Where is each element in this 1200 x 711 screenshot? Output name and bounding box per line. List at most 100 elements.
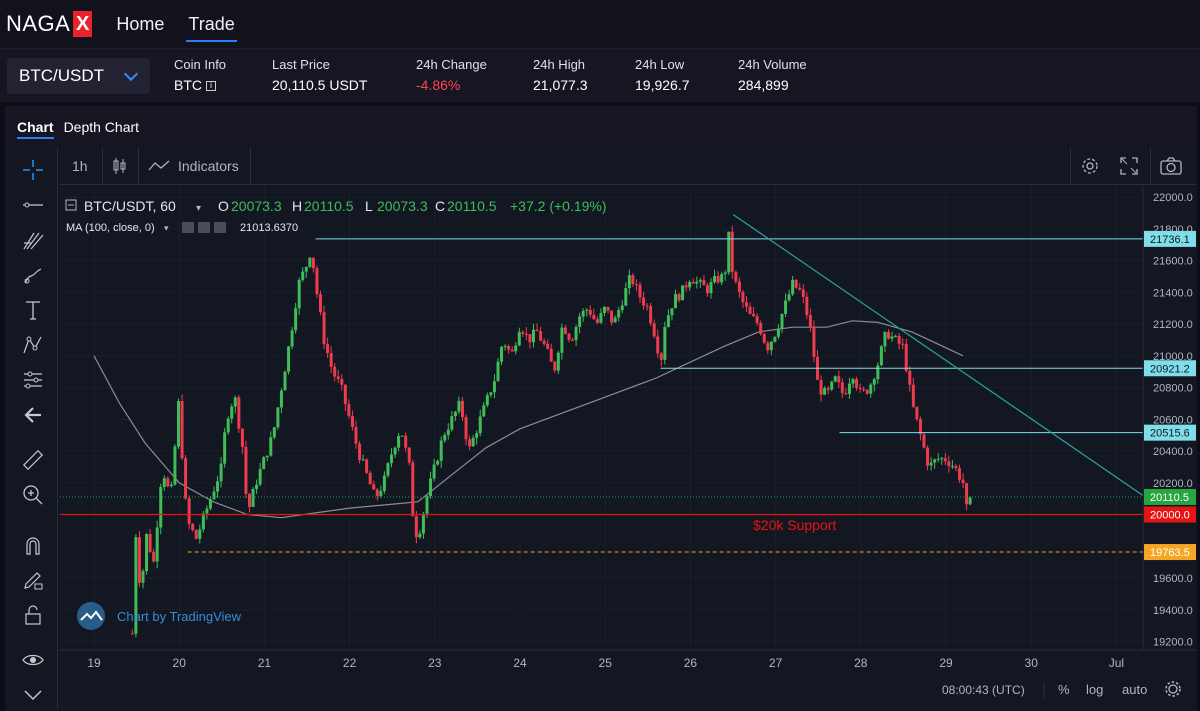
candle-body [205,508,209,514]
auto-toggle[interactable]: auto [1122,682,1147,697]
collapse-legend-icon[interactable] [65,199,77,211]
candle-body [311,257,315,269]
candle-body [194,529,198,539]
candle-body [886,331,890,339]
legend-c-label: C [435,198,445,214]
candle-body [162,478,166,487]
candle-body [237,397,241,429]
lock-icon[interactable] [20,602,46,628]
candle-body [407,447,411,463]
fullscreen-icon[interactable] [1120,147,1138,185]
fib-icon[interactable] [20,227,46,253]
eye-icon[interactable] [20,647,46,673]
candle-body [702,280,706,286]
legend-o-label: O [218,198,229,214]
ma-visibility-icon[interactable] [182,222,194,233]
candle-body [265,455,269,458]
price-label-badge [1144,544,1196,561]
candle-body [634,284,638,286]
legend-symbol-chevron-icon[interactable]: ▾ [196,203,201,214]
candle-body [549,348,553,362]
log-toggle[interactable]: log [1086,682,1103,697]
candle-body [720,274,724,283]
legend-high: 20110.5 [304,198,354,214]
crosshair-icon[interactable] [20,157,46,183]
time-tick-label: 19 [87,656,101,670]
text-icon[interactable] [20,297,46,323]
tab-depth-chart[interactable]: Depth Chart [63,119,140,135]
price-label-text: 21736.1 [1150,234,1190,246]
candle-body [954,465,958,469]
candle-body [613,317,617,323]
tab-chart[interactable]: Chart [17,119,54,139]
change-value: -4.86% [416,77,461,93]
ma-remove-icon[interactable] [214,222,226,233]
logo-text: NAGA [6,11,71,36]
candle-body [492,381,496,393]
nav-trade[interactable]: Trade [186,0,238,48]
legend-symbol[interactable]: BTC/USDT, 60 [84,198,176,214]
candle-body [276,407,280,428]
legend-block: BTC/USDT, 60 ▾ O 20073.3 H 20110.5 L 200… [65,198,607,234]
time-tick-label: Jul [1109,656,1124,670]
trendline[interactable] [732,213,1144,496]
back-arrow-icon[interactable] [20,402,46,428]
prediction-icon[interactable] [20,367,46,393]
ma-value: 21013.6370 [240,222,298,234]
ma-settings-icon[interactable] [198,222,210,233]
axis-settings-gear-icon[interactable] [1165,681,1181,697]
candle-body [826,388,830,390]
ruler-icon[interactable] [20,447,46,473]
magnet-icon[interactable] [20,532,46,558]
candle-body [787,294,791,301]
settings-gear-icon[interactable] [1080,147,1100,185]
time-tick-label: 28 [854,656,868,670]
time-tick-label: 20 [173,656,187,670]
legend-close: 20110.5 [447,198,497,214]
naga-logo[interactable]: NAGA X [6,11,93,37]
candle-body [514,345,518,352]
candle-body [148,533,152,552]
candle-body [773,336,777,342]
candles-icon[interactable] [112,147,128,185]
candle-body [918,419,922,435]
candle-body [943,458,947,462]
candle-body [769,341,773,351]
indicators-button[interactable]: Indicators [148,147,239,185]
support-annotation[interactable]: $20k Support [753,517,836,533]
price-tick-label: 19400.0 [1153,605,1193,617]
price-label-text: 19763.5 [1150,547,1190,559]
expand-down-icon[interactable] [20,682,46,708]
price-label-text: 20000.0 [1150,510,1190,522]
candle-body [287,346,291,372]
candle-body [208,499,212,509]
candle-body [673,294,677,309]
lock-draw-icon[interactable] [20,567,46,593]
candle-body [386,463,390,476]
candle-body [173,446,177,485]
brush-icon[interactable] [20,262,46,288]
price-chart[interactable]: 22000.021800.021600.021400.021200.021000… [60,186,1196,710]
candle-body [901,343,905,345]
price-tick-label: 21400.0 [1153,287,1193,299]
info-icon[interactable]: i [206,81,216,92]
candle-body [663,326,667,360]
pattern-icon[interactable] [20,332,46,358]
candle-body [716,275,720,283]
candle-body [446,429,450,435]
interval-button[interactable]: 1h [72,158,88,174]
price-tick-label: 21000.0 [1153,351,1193,363]
tradingview-watermark[interactable]: Chart by TradingView [77,602,242,630]
pair-select[interactable]: BTC/USDT [7,58,150,94]
camera-icon[interactable] [1160,147,1182,185]
candle-body [883,331,887,347]
ma-label[interactable]: MA (100, close, 0) [66,222,155,234]
ma-chevron-icon[interactable]: ▾ [164,223,169,233]
trend-line-icon[interactable] [20,192,46,218]
time-tick-label: 26 [684,656,698,670]
percent-toggle[interactable]: % [1058,682,1070,697]
ma-line [93,320,964,519]
zoom-in-icon[interactable] [20,482,46,508]
nav-home[interactable]: Home [116,13,165,34]
chart-tabs: Chart Depth Chart [17,119,149,139]
